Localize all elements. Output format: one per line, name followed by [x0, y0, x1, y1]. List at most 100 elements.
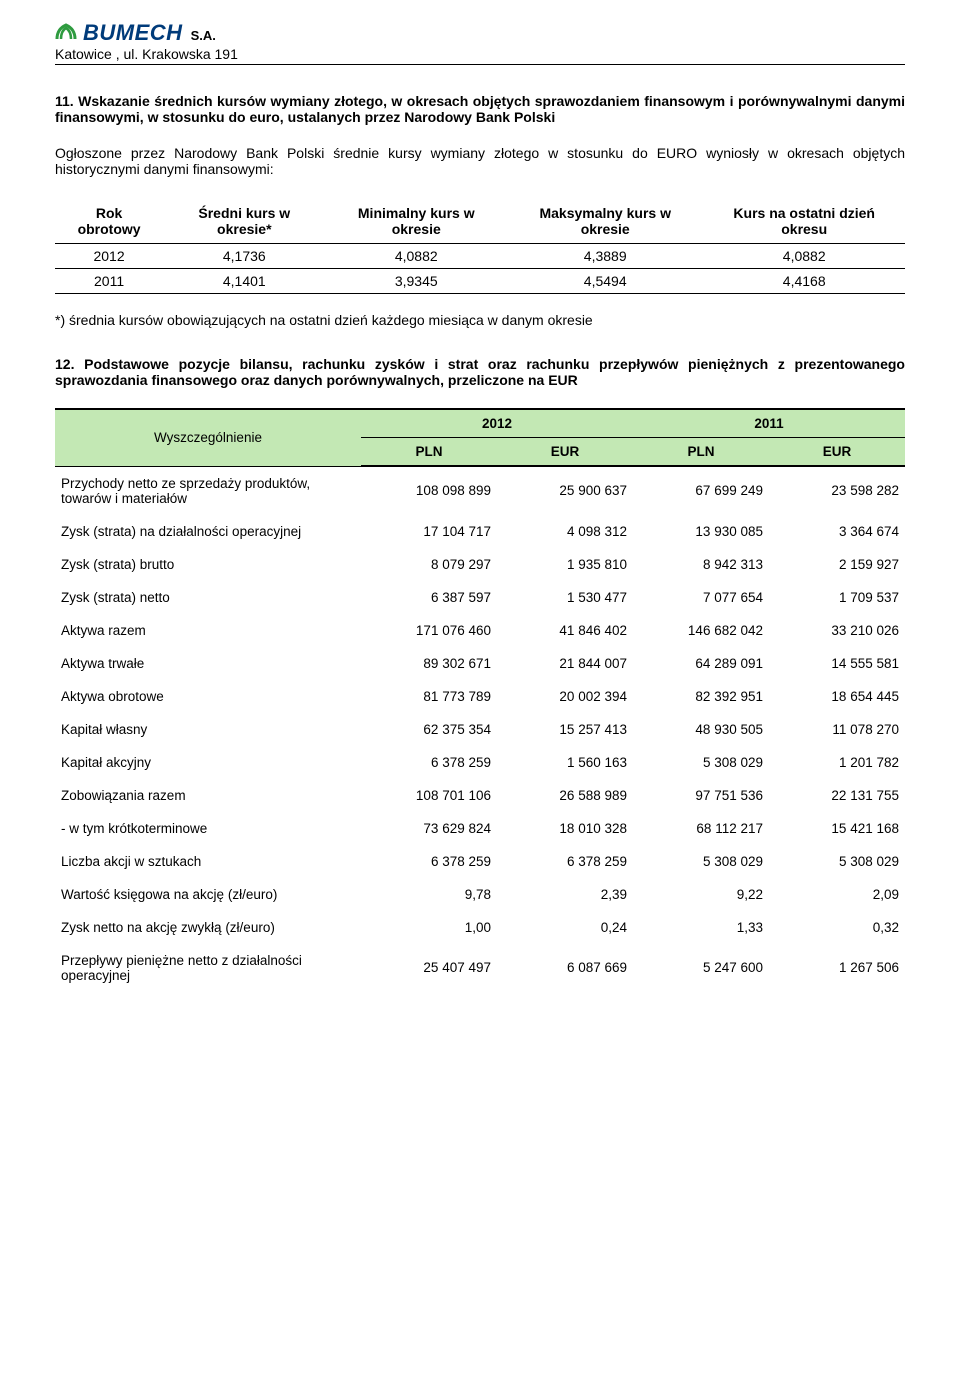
- table-cell: 2012: [55, 244, 163, 269]
- col-header: Kurs na ostatni dzień okresu: [703, 199, 905, 244]
- table-cell: 82 392 951: [633, 680, 769, 713]
- table-cell: 4,5494: [507, 269, 703, 294]
- table-cell: 3,9345: [325, 269, 507, 294]
- financial-table: Wyszczególnienie 2012 2011 PLN EUR PLN E…: [55, 408, 905, 992]
- table-cell: 18 654 445: [769, 680, 905, 713]
- table-cell: 4,0882: [703, 244, 905, 269]
- table-cell: 4,0882: [325, 244, 507, 269]
- row-label: Przychody netto ze sprzedaży produktów, …: [55, 466, 361, 515]
- table-cell: 11 078 270: [769, 713, 905, 746]
- table-cell: 13 930 085: [633, 515, 769, 548]
- logo: BUMECH S.A.: [55, 20, 905, 46]
- row-label: - w tym krótkoterminowe: [55, 812, 361, 845]
- row-label: Zobowiązania razem: [55, 779, 361, 812]
- table-cell: 15 257 413: [497, 713, 633, 746]
- table-cell: 108 701 106: [361, 779, 497, 812]
- table-cell: 7 077 654: [633, 581, 769, 614]
- table-cell: 41 846 402: [497, 614, 633, 647]
- table-cell: 4,4168: [703, 269, 905, 294]
- rates-footnote: *) średnia kursów obowiązujących na osta…: [55, 312, 905, 328]
- table-cell: 17 104 717: [361, 515, 497, 548]
- col-header-year: 2012: [361, 409, 633, 438]
- table-header-row: Wyszczególnienie 2012 2011: [55, 409, 905, 438]
- row-label: Zysk netto na akcję zwykłą (zł/euro): [55, 911, 361, 944]
- col-header-year: 2011: [633, 409, 905, 438]
- table-cell: 6 378 259: [361, 845, 497, 878]
- table-cell: 23 598 282: [769, 466, 905, 515]
- col-header: Średni kurs w okresie*: [163, 199, 325, 244]
- page: BUMECH S.A. Katowice , ul. Krakowska 191…: [0, 0, 960, 1032]
- col-header-label: Wyszczególnienie: [55, 409, 361, 466]
- row-label: Aktywa razem: [55, 614, 361, 647]
- table-cell: 1 201 782: [769, 746, 905, 779]
- col-header: Maksymalny kurs w okresie: [507, 199, 703, 244]
- section-11-title: 11. Wskazanie średnich kursów wymiany zł…: [55, 93, 905, 125]
- table-cell: 62 375 354: [361, 713, 497, 746]
- table-cell: 9,78: [361, 878, 497, 911]
- table-cell: 73 629 824: [361, 812, 497, 845]
- table-cell: 97 751 536: [633, 779, 769, 812]
- table-cell: 6 387 597: [361, 581, 497, 614]
- table-row: Zysk (strata) na działalności operacyjne…: [55, 515, 905, 548]
- col-header-currency: EUR: [497, 438, 633, 467]
- row-label: Kapitał akcyjny: [55, 746, 361, 779]
- row-label: Aktywa obrotowe: [55, 680, 361, 713]
- table-cell: 8 079 297: [361, 548, 497, 581]
- table-cell: 22 131 755: [769, 779, 905, 812]
- company-address: Katowice , ul. Krakowska 191: [55, 46, 905, 62]
- row-label: Zysk (strata) brutto: [55, 548, 361, 581]
- row-label: Zysk (strata) na działalności operacyjne…: [55, 515, 361, 548]
- table-cell: 64 289 091: [633, 647, 769, 680]
- logo-suffix: S.A.: [191, 28, 216, 43]
- table-cell: 5 308 029: [769, 845, 905, 878]
- table-cell: 4,1736: [163, 244, 325, 269]
- table-row: Zysk (strata) brutto8 079 2971 935 8108 …: [55, 548, 905, 581]
- table-row: Aktywa obrotowe81 773 78920 002 39482 39…: [55, 680, 905, 713]
- table-cell: 1 709 537: [769, 581, 905, 614]
- table-row: Aktywa razem171 076 46041 846 402146 682…: [55, 614, 905, 647]
- table-cell: 26 588 989: [497, 779, 633, 812]
- table-cell: 89 302 671: [361, 647, 497, 680]
- table-cell: 0,24: [497, 911, 633, 944]
- row-label: Zysk (strata) netto: [55, 581, 361, 614]
- table-cell: 1 560 163: [497, 746, 633, 779]
- table-cell: 3 364 674: [769, 515, 905, 548]
- table-cell: 1 935 810: [497, 548, 633, 581]
- table-cell: 67 699 249: [633, 466, 769, 515]
- table-row: Wartość księgowa na akcję (zł/euro)9,782…: [55, 878, 905, 911]
- col-header-currency: EUR: [769, 438, 905, 467]
- table-cell: 5 308 029: [633, 845, 769, 878]
- table-cell: 20 002 394: [497, 680, 633, 713]
- table-cell: 8 942 313: [633, 548, 769, 581]
- table-row: Liczba akcji w sztukach6 378 2596 378 25…: [55, 845, 905, 878]
- table-cell: 5 308 029: [633, 746, 769, 779]
- table-cell: 2,39: [497, 878, 633, 911]
- table-cell: 1 267 506: [769, 944, 905, 992]
- col-header: Rok obrotowy: [55, 199, 163, 244]
- table-cell: 25 900 637: [497, 466, 633, 515]
- col-header-currency: PLN: [633, 438, 769, 467]
- row-label: Liczba akcji w sztukach: [55, 845, 361, 878]
- table-cell: 108 098 899: [361, 466, 497, 515]
- table-cell: 48 930 505: [633, 713, 769, 746]
- table-cell: 1,00: [361, 911, 497, 944]
- table-row: 20114,14013,93454,54944,4168: [55, 269, 905, 294]
- section-11-intro: Ogłoszone przez Narodowy Bank Polski śre…: [55, 145, 905, 177]
- table-cell: 6 378 259: [361, 746, 497, 779]
- table-cell: 81 773 789: [361, 680, 497, 713]
- table-cell: 4 098 312: [497, 515, 633, 548]
- logo-icon: [55, 21, 77, 45]
- table-row: Zysk netto na akcję zwykłą (zł/euro)1,00…: [55, 911, 905, 944]
- table-row: Przepływy pieniężne netto z działalności…: [55, 944, 905, 992]
- table-cell: 1 530 477: [497, 581, 633, 614]
- table-cell: 146 682 042: [633, 614, 769, 647]
- table-row: Zysk (strata) netto6 387 5971 530 4777 0…: [55, 581, 905, 614]
- table-row: Kapitał akcyjny6 378 2591 560 1635 308 0…: [55, 746, 905, 779]
- table-row: 20124,17364,08824,38894,0882: [55, 244, 905, 269]
- table-cell: 2,09: [769, 878, 905, 911]
- table-cell: 6 087 669: [497, 944, 633, 992]
- table-cell: 68 112 217: [633, 812, 769, 845]
- section-12-title: 12. Podstawowe pozycje bilansu, rachunku…: [55, 356, 905, 388]
- col-header: Minimalny kurs w okresie: [325, 199, 507, 244]
- table-cell: 2 159 927: [769, 548, 905, 581]
